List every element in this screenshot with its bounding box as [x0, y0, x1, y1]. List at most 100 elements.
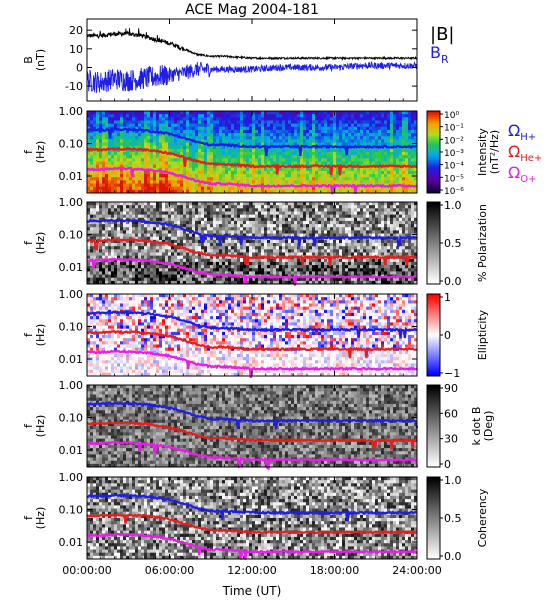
heat-cell [303, 174, 307, 178]
heat-cell [246, 142, 250, 147]
heat-cell [288, 258, 292, 263]
heat-cell [129, 158, 133, 162]
heat-cell [144, 202, 148, 206]
heat-cell [219, 186, 223, 191]
heat-cell [120, 271, 124, 275]
heat-cell [135, 246, 139, 250]
heat-cell [249, 202, 253, 206]
heat-cell [246, 161, 250, 166]
heat-cell [150, 261, 154, 266]
heat-cell [279, 211, 283, 216]
heat-cell [291, 205, 295, 209]
heat-cell [309, 136, 313, 140]
heat-cell [114, 111, 118, 115]
heat-cell [267, 258, 271, 263]
heat-cell [93, 111, 97, 115]
heat-cell [210, 255, 214, 260]
heat-cell [255, 202, 259, 206]
heat-cell [180, 217, 184, 222]
colorbar-cell [427, 160, 440, 163]
heat-cell [210, 258, 214, 263]
heat-cell [96, 120, 100, 125]
heat-cell [315, 133, 319, 137]
heat-cell [141, 117, 145, 121]
heat-cell [204, 205, 208, 209]
heat-cell [309, 180, 313, 184]
heat-cell [201, 258, 205, 263]
heat-cell [303, 258, 307, 263]
heat-cell [258, 261, 262, 266]
heat-cell [261, 239, 265, 244]
heat-cell [102, 224, 106, 228]
heat-cell [234, 211, 238, 216]
heat-cell [402, 142, 406, 147]
heat-cell [360, 139, 364, 143]
heat-cell [291, 167, 295, 172]
heat-cell [147, 224, 151, 228]
heat-cell [210, 139, 214, 143]
heat-cell [207, 217, 211, 222]
heat-cell [207, 111, 211, 115]
heat-cell [207, 249, 211, 253]
heat-cell [279, 271, 283, 275]
heat-cell [105, 174, 109, 178]
heat-cell [114, 271, 118, 275]
heat-cell [93, 186, 97, 191]
heat-cell [183, 255, 187, 260]
heat-cell [336, 161, 340, 166]
heat-cell [381, 120, 385, 125]
heat-cell [300, 214, 304, 219]
heat-cell [270, 170, 274, 175]
heat-cell [192, 233, 196, 238]
heat-cell [300, 177, 304, 181]
heat-cell [345, 177, 349, 181]
heat-cell [255, 243, 259, 247]
heat-cell [162, 252, 166, 257]
heat-cell [120, 280, 124, 285]
heat-cell [393, 161, 397, 166]
heat-cell [294, 126, 298, 131]
heat-cell [261, 217, 265, 222]
heat-cell [102, 136, 106, 140]
heat-cell [222, 255, 226, 260]
heat-cell [210, 129, 214, 134]
heat-cell [270, 158, 274, 162]
heat-cell [366, 123, 370, 128]
heat-cell [174, 129, 178, 134]
heat-cell [174, 161, 178, 166]
heat-cell [120, 243, 124, 247]
heat-cell [294, 202, 298, 206]
heat-cell [171, 180, 175, 184]
heat-cell [117, 246, 121, 250]
heat-cell [387, 158, 391, 162]
heat-cell [105, 220, 109, 225]
heat-cell [213, 205, 217, 209]
heat-cell [378, 114, 382, 118]
heat-cell [336, 136, 340, 140]
heat-cell [375, 170, 379, 175]
intensity-heatmap [87, 111, 418, 194]
heat-cell [126, 129, 130, 134]
heat-cell [102, 164, 106, 169]
heat-cell [348, 170, 352, 175]
heat-cell [174, 123, 178, 128]
heat-cell [90, 164, 94, 169]
heat-cell [114, 117, 118, 121]
heat-cell [306, 271, 310, 275]
heat-cell [225, 164, 229, 169]
heat-cell [186, 202, 190, 206]
heat-cell [102, 174, 106, 178]
heat-cell [231, 139, 235, 143]
heat-cell [165, 227, 169, 231]
heat-cell [93, 117, 97, 121]
heat-cell [339, 161, 343, 166]
heat-cell [198, 277, 202, 282]
heat-cell [225, 268, 229, 272]
heat-cell [297, 161, 301, 166]
heat-cell [339, 111, 343, 115]
heat-cell [123, 271, 127, 275]
heat-cell [183, 236, 187, 241]
heat-cell [117, 186, 121, 191]
heat-cell [282, 211, 286, 216]
heat-cell [237, 155, 241, 159]
